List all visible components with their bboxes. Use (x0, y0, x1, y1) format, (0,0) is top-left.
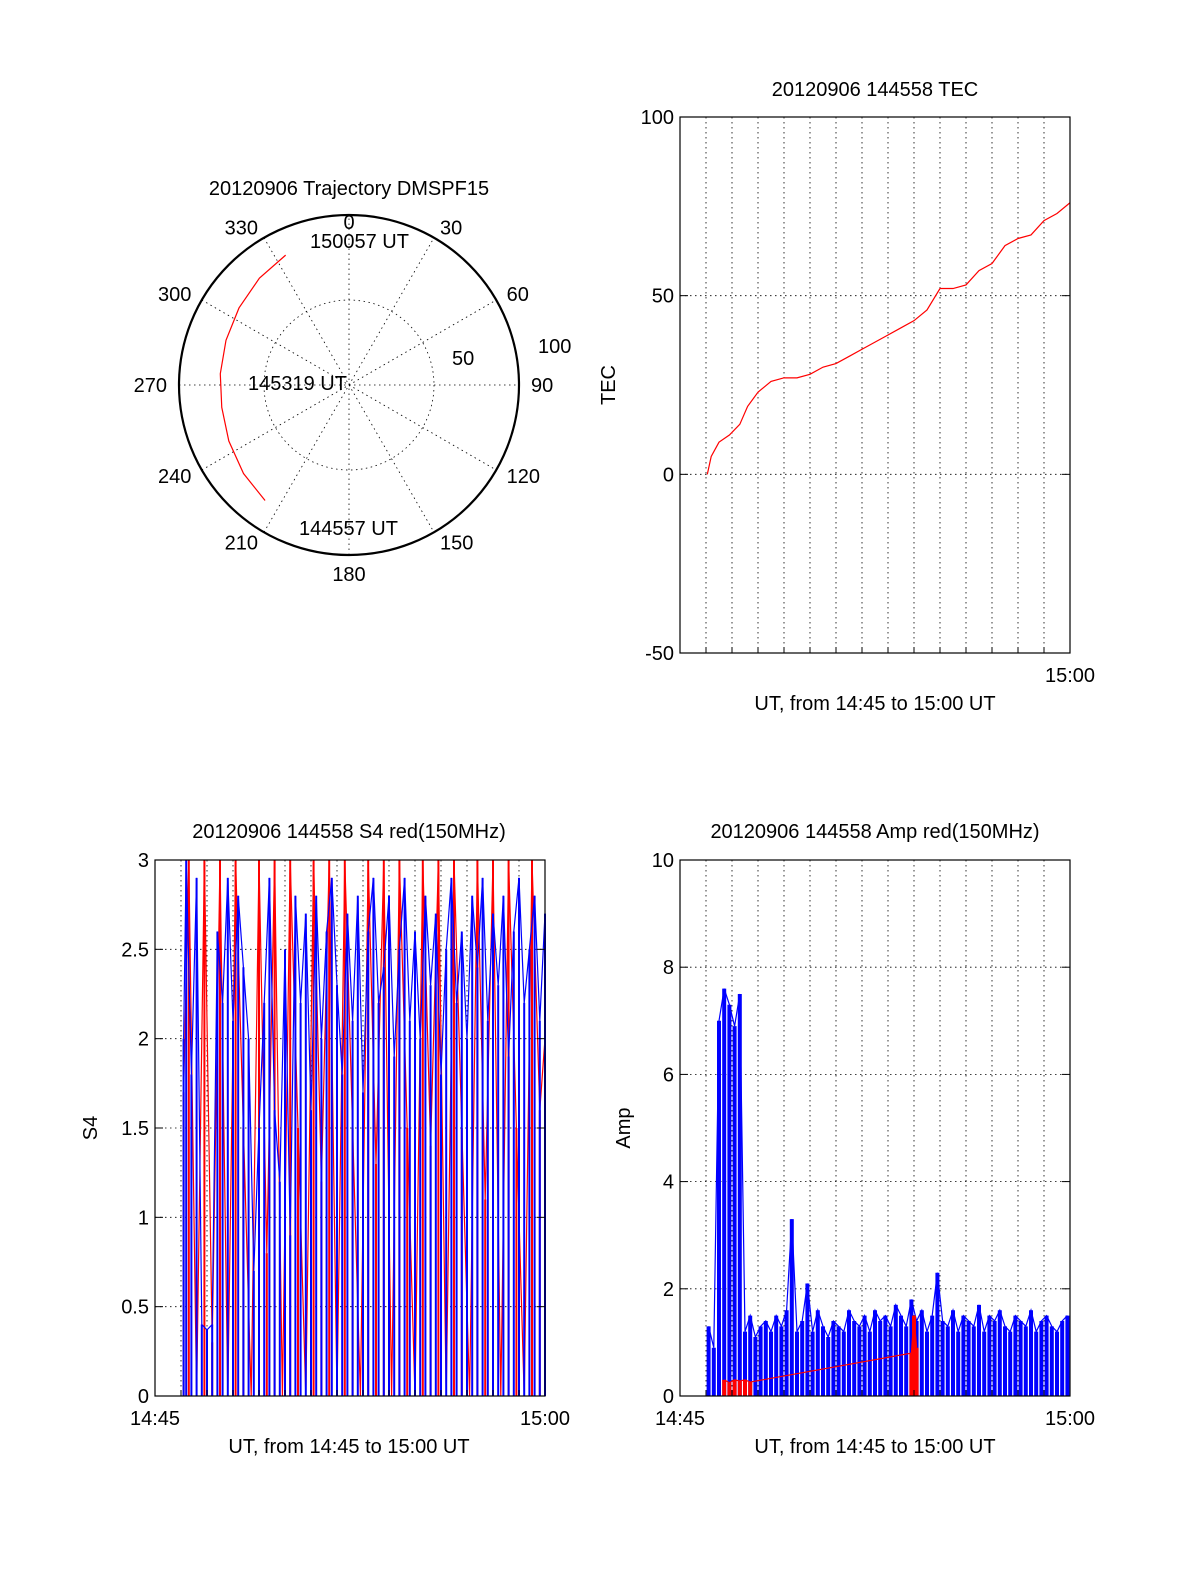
amp-y-tick-label: 4 (663, 1172, 674, 1194)
amp-series-blue (706, 988, 1070, 1396)
amp-y-tick-label: 0 (663, 1386, 674, 1408)
tec-series (706, 202, 1071, 475)
polar-angle-label: 330 (225, 217, 258, 239)
tec-y-tick-label: 100 (641, 107, 674, 129)
tec-line-red (706, 202, 1071, 475)
polar-angle-label: 120 (507, 466, 540, 488)
s4-y-tick-label: 0 (138, 1386, 149, 1408)
trajectory-line (219, 254, 287, 501)
s4-x-tick-1445: 14:45 (130, 1408, 180, 1430)
s4-y-tick-label: 2 (138, 1029, 149, 1051)
polar-angle-label: 150 (440, 533, 473, 555)
polar-angle-label: 30 (440, 217, 462, 239)
s4-y-ticks: 0 0.5 1 1.5 2 2.5 3 (121, 850, 545, 1408)
amp-y-tick-label: 2 (663, 1279, 674, 1301)
amp-line-red (723, 1315, 918, 1384)
amp-y-tick-label: 10 (652, 850, 674, 872)
polar-radial-label: 50 (452, 348, 474, 370)
s4-x-label: UT, from 14:45 to 15:00 UT (228, 1436, 469, 1458)
s4-y-tick-label: 1 (138, 1207, 149, 1229)
tec-y-tick-label: -50 (645, 643, 674, 665)
polar-radial-label: 100 (538, 336, 571, 358)
tec-y-label: TEC (598, 365, 620, 405)
s4-line-red (183, 859, 546, 1397)
trajectory-polar-chart: 20120906 Trajectory DMSPF15 0 30 60 90 120 15… (134, 178, 572, 586)
polar-angle-labels: 0 30 60 90 120 150 180 210 240 270 300 330 (134, 212, 554, 586)
amp-plot-frame (679, 859, 1071, 1397)
s4-y-tick-label: 1.5 (121, 1118, 149, 1140)
tec-title: 20120906 144558 TEC (772, 79, 978, 101)
polar-angle-label: 300 (158, 284, 191, 306)
polar-angle-label: 60 (507, 284, 529, 306)
annotation-start-time: 144557 UT (299, 518, 398, 540)
s4-title: 20120906 144558 S4 red(150MHz) (192, 821, 506, 843)
amp-y-ticks: 0 2 4 6 8 10 (652, 850, 1070, 1408)
amp-y-tick-label: 8 (663, 957, 674, 979)
tec-x-label: UT, from 14:45 to 15:00 UT (754, 693, 995, 715)
s4-y-label: S4 (80, 1116, 102, 1140)
s4-series-blue (182, 860, 546, 1396)
amp-y-tick-label: 6 (663, 1064, 674, 1086)
polar-angle-label: 180 (332, 564, 365, 586)
s4-line-blue (183, 859, 546, 1331)
tec-y-ticks: 100 50 0 -50 (641, 107, 1070, 665)
polar-title: 20120906 Trajectory DMSPF15 (209, 178, 489, 200)
amp-chart: 20120906 144558 Amp red(150MHz) 0246810 … (613, 821, 1095, 1458)
amp-series-red (722, 1315, 919, 1396)
tec-grid (680, 117, 1070, 653)
polar-spoke (263, 237, 435, 533)
s4-y-tick-label: 2.5 (121, 939, 149, 961)
tec-y-tick-label: 0 (663, 464, 674, 486)
amp-line-blue (708, 988, 1068, 1348)
amp-x-label: UT, from 14:45 to 15:00 UT (754, 1436, 995, 1458)
polar-angle-label: 210 (225, 533, 258, 555)
amp-y-label: Amp (613, 1107, 635, 1148)
amp-title: 20120906 144558 Amp red(150MHz) (710, 821, 1039, 843)
polar-angle-label: 240 (158, 466, 191, 488)
tec-x-tick-1500: 15:00 (1045, 665, 1095, 687)
amp-x-tick-1445: 14:45 (655, 1408, 705, 1430)
s4-x-tick-1500: 15:00 (520, 1408, 570, 1430)
polar-angle-label: 270 (134, 375, 167, 397)
amp-series (706, 988, 1070, 1396)
polar-angle-label: 90 (531, 375, 553, 397)
amp-x-tick-1500: 15:00 (1045, 1408, 1095, 1430)
s4-y-tick-label: 3 (138, 850, 149, 872)
annotation-mid-time: 145319 UT (248, 373, 347, 395)
amp-grid (680, 860, 1070, 1396)
polar-radial-labels: 50 100 (452, 336, 571, 370)
polar-angle-label: 0 (343, 212, 354, 234)
s4-chart: 20120906 144558 S4 red(150MHz) 0 0.5 1 1.5 2… (80, 821, 570, 1458)
s4-y-tick-label: 0.5 (121, 1297, 149, 1319)
tec-y-tick-label: 50 (652, 286, 674, 308)
tec-plot-frame (679, 116, 1071, 654)
polar-trajectory (219, 254, 287, 501)
s4-series (182, 859, 546, 1397)
annotation-end-time: 150057 UT (310, 231, 409, 253)
polar-grid (177, 213, 521, 557)
